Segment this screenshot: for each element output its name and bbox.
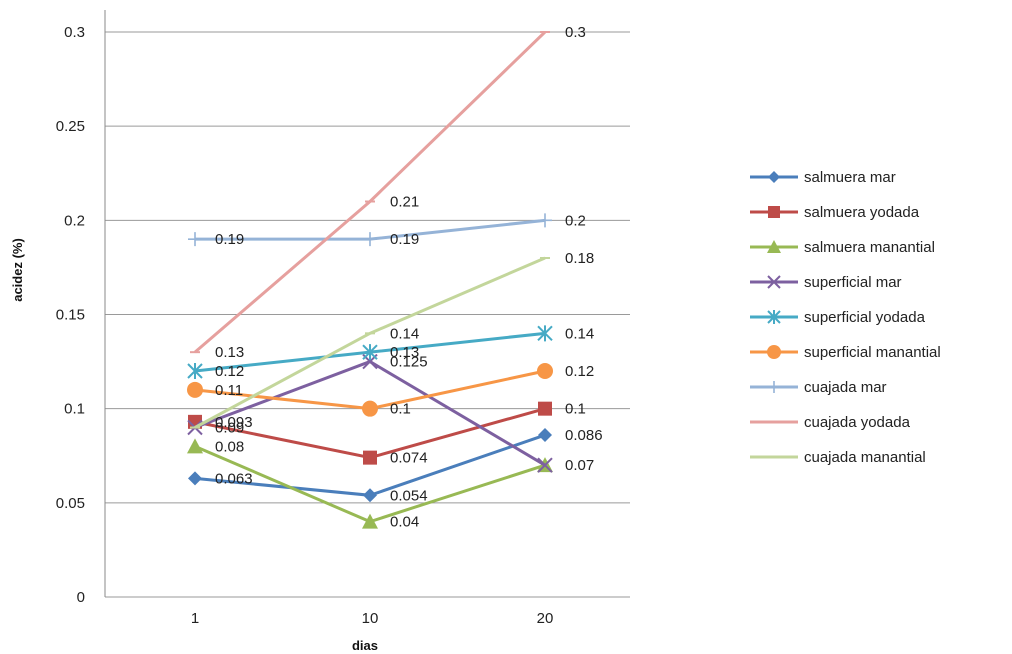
data-label: 0.1 [565, 401, 586, 418]
data-label: 0.18 [565, 250, 594, 267]
legend-label: superficial manantial [804, 344, 941, 361]
data-label: 0.14 [390, 325, 419, 342]
legend-label: cuajada manantial [804, 449, 926, 466]
data-label: 0.3 [565, 24, 586, 41]
legend-item: cuajada yodada [750, 414, 911, 431]
data-label: 0.08 [215, 438, 244, 455]
legend-item: salmuera manantial [750, 239, 935, 256]
data-label: 0.12 [565, 363, 594, 380]
legend: salmuera mar salmuera yodada salmuera mana… [750, 169, 941, 466]
data-label: 0.11 [215, 382, 243, 399]
data-label: 0.093 [215, 414, 253, 431]
legend-label: superficial mar [804, 274, 902, 291]
data-label: 0.13 [215, 344, 244, 361]
legend-label: superficial yodada [804, 309, 926, 326]
legend-item: cuajada manantial [750, 449, 926, 466]
data-label: 0.14 [565, 325, 594, 342]
legend-item: superficial mar [750, 274, 902, 291]
data-point [767, 240, 781, 253]
x-tick-label: 10 [362, 610, 379, 627]
legend-item: salmuera mar [750, 169, 896, 186]
data-point [362, 400, 378, 417]
series-group [187, 30, 553, 529]
legend-item: salmuera yodada [750, 204, 920, 221]
data-point [767, 345, 781, 359]
data-point [537, 363, 553, 379]
y-axis-ticks: 0 0.05 0.1 0.15 0.2 0.25 0.3 [56, 24, 85, 606]
series-superficial-yodada [187, 325, 553, 379]
data-label: 0.2 [565, 212, 586, 229]
y-tick-label: 0.05 [56, 495, 85, 512]
data-point [537, 457, 553, 473]
data-label: 0.086 [565, 427, 603, 444]
legend-label: salmuera mar [804, 169, 896, 186]
legend-label: salmuera manantial [804, 239, 935, 256]
data-label: 0.09 [215, 420, 244, 437]
data-point [363, 488, 377, 503]
data-label: 0.04 [390, 514, 419, 531]
data-point [768, 206, 780, 218]
data-point [768, 171, 780, 183]
data-label: 0.21 [390, 194, 419, 211]
data-point [363, 450, 377, 465]
x-tick-label: 20 [537, 610, 554, 627]
data-label: 0.074 [390, 450, 428, 467]
data-point [362, 344, 378, 361]
legend-label: salmuera yodada [804, 204, 920, 221]
x-tick-label: 1 [191, 610, 199, 627]
y-tick-label: 0.25 [56, 118, 85, 135]
data-point [187, 381, 203, 398]
data-label: 0.054 [390, 487, 428, 504]
series-line [194, 30, 547, 354]
y-tick-label: 0.2 [64, 212, 85, 229]
series-cuajada-mar [188, 213, 552, 247]
data-point [188, 471, 202, 486]
data-label: 0.063 [215, 470, 253, 487]
data-point [538, 401, 552, 416]
y-tick-label: 0.15 [56, 307, 85, 324]
data-label: 0.12 [215, 363, 244, 380]
legend-item: cuajada mar [750, 379, 887, 396]
data-label: 0.1 [390, 401, 411, 418]
legend-label: cuajada mar [804, 379, 887, 396]
y-tick-label: 0.1 [64, 401, 85, 418]
data-point [363, 232, 377, 247]
data-label: 0.19 [215, 231, 244, 248]
series-cuajada-yodada [190, 30, 550, 354]
y-tick-label: 0.3 [64, 24, 85, 41]
data-point [767, 275, 781, 289]
gridlines [104, 10, 630, 598]
y-tick-label: 0 [77, 589, 85, 606]
data-point [537, 325, 553, 342]
series-salmuera-mar [188, 428, 552, 503]
y-axis-title: acidez (%) [10, 238, 25, 302]
data-point [187, 363, 203, 379]
data-point [538, 428, 552, 443]
series-cuajada-manantial [190, 256, 550, 429]
data-point [188, 232, 202, 247]
x-axis-title: dias [352, 638, 378, 653]
legend-label: cuajada yodada [804, 414, 911, 431]
data-point [187, 438, 203, 454]
data-point [362, 513, 378, 529]
data-point [538, 213, 552, 228]
data-point [767, 310, 781, 324]
data-label: 0.19 [390, 231, 419, 248]
data-label: 0.13 [390, 344, 419, 361]
legend-item: superficial yodada [750, 309, 926, 326]
x-axis-ticks: 1 10 20 [191, 610, 554, 627]
data-point [768, 381, 780, 393]
data-label: 0.125 [390, 354, 428, 371]
data-labels: 0.063 0.054 0.086 0.093 0.074 0.1 0.08 0.04 0.09… [215, 24, 603, 531]
legend-item: superficial manantial [750, 344, 941, 361]
data-label: 0.07 [565, 457, 594, 474]
